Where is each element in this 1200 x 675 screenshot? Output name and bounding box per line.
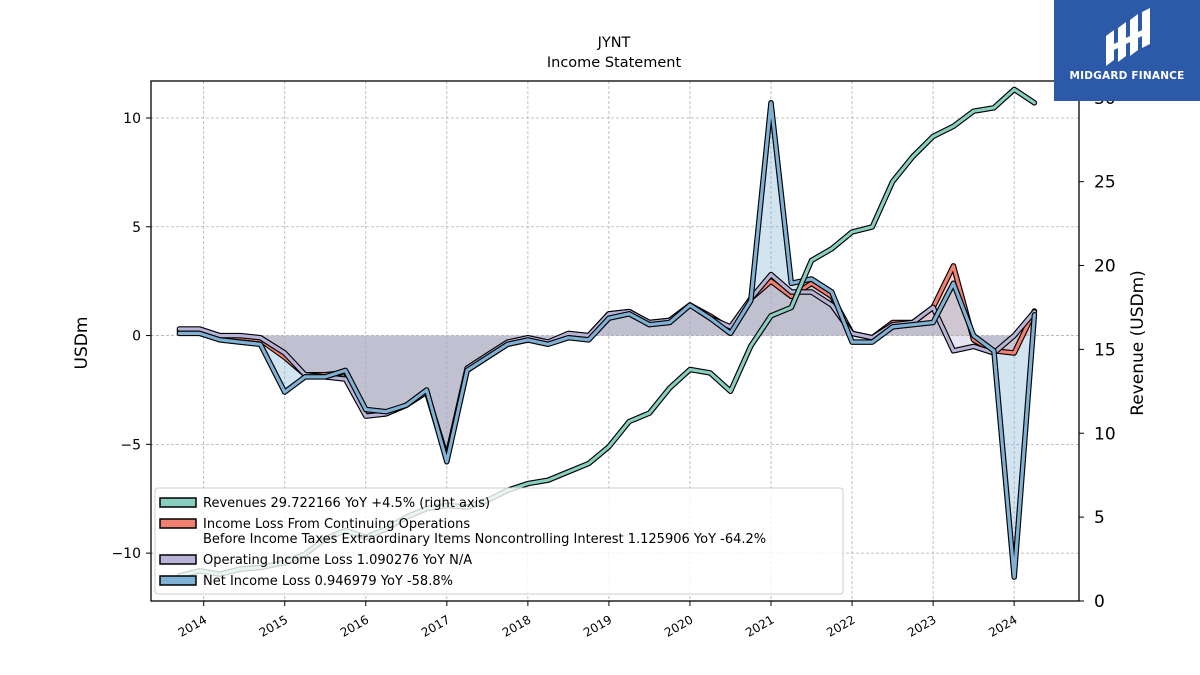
legend-swatch-0 [159, 497, 197, 508]
y-left-tick-label: 0 [132, 329, 141, 345]
legend-label-3: Net Income Loss 0.946979 YoY -58.8% [203, 574, 453, 589]
x-tick-label: 2020 [662, 612, 695, 639]
chart-title: JYNT [597, 35, 631, 51]
legend-box [154, 487, 844, 595]
series-area-1 [179, 265, 1035, 460]
logo-name: MIDGARD FINANCE [1069, 70, 1185, 82]
y-left-tick-label: −5 [120, 437, 141, 453]
x-tick-label: 2018 [500, 612, 533, 639]
series-line-3 [177, 101, 1036, 579]
legend-swatch-3 [159, 575, 197, 586]
x-tick-label: 2023 [905, 612, 938, 639]
y-left-tick-label: 10 [123, 111, 141, 127]
midgard-finance-logo: MIDGARD FINANCE [1054, 0, 1200, 101]
legend-label-0: Revenues 29.722166 YoY +4.5% (right axis… [203, 496, 490, 511]
y-right-tick-label: 15 [1094, 340, 1116, 360]
midgard-logo-mark-icon [1106, 8, 1150, 66]
x-tick-label: 2024 [986, 612, 1019, 639]
y-left-tick-label: −10 [111, 546, 141, 562]
legend: Revenues 29.722166 YoY +4.5% (right axis… [154, 487, 844, 595]
legend-label-1: Income Loss From Continuing Operations [203, 517, 470, 532]
y-right-tick-label: 20 [1094, 257, 1116, 277]
y-left-tick-label: 5 [132, 220, 141, 236]
y-right-tick-label: 10 [1094, 424, 1116, 444]
x-tick-label: 2015 [257, 612, 290, 639]
y-right-tick-label: 0 [1094, 592, 1105, 612]
x-tick-label: 2014 [176, 612, 209, 639]
y-right-tick-label: 25 [1094, 173, 1116, 193]
y-axis-right-label: Revenue (USDm) [1128, 270, 1148, 416]
y-right-tick-label: 5 [1094, 508, 1105, 528]
series-area-2 [179, 274, 1035, 458]
x-tick-label: 2019 [581, 612, 614, 639]
x-tick-label: 2022 [824, 612, 857, 639]
x-tick-label: 2017 [419, 612, 452, 639]
x-tick-label: 2016 [338, 612, 371, 639]
y-axis-left-label: USDm [72, 317, 92, 370]
legend-label-1: Before Income Taxes Extraordinary Items … [203, 532, 766, 547]
legend-swatch-2 [159, 554, 197, 565]
legend-swatch-1 [159, 518, 197, 529]
x-tick-label: 2021 [743, 612, 776, 639]
chart-subtitle: Income Statement [547, 55, 682, 71]
legend-label-2: Operating Income Loss 1.090276 YoY N/A [203, 553, 472, 568]
plot-frame [150, 80, 1080, 602]
